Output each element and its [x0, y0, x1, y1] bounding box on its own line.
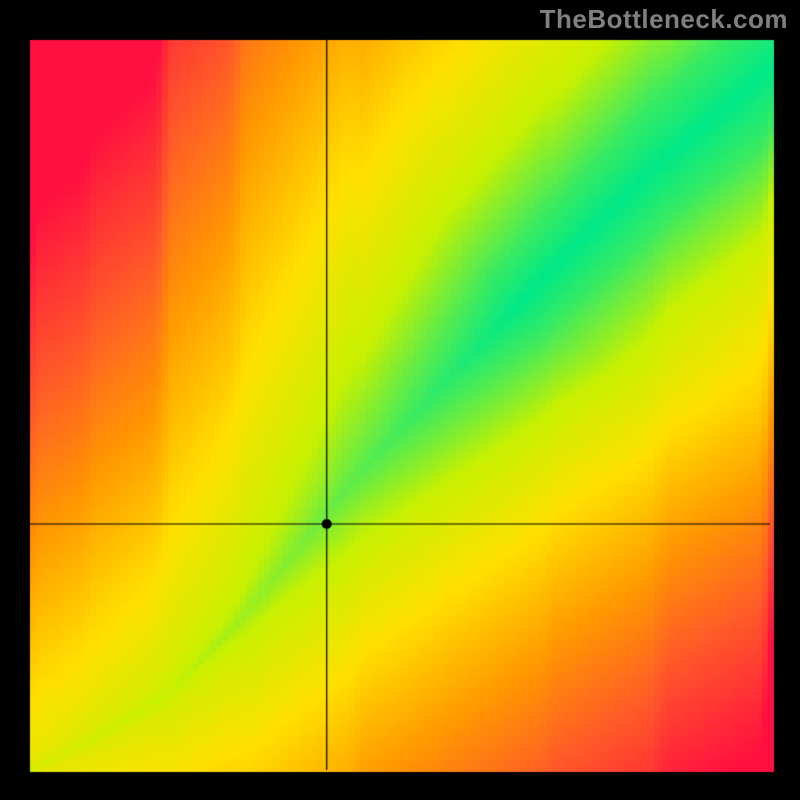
- chart-container: { "meta": { "watermark_text": "TheBottle…: [0, 0, 800, 800]
- watermark-text: TheBottleneck.com: [540, 4, 788, 35]
- bottleneck-heatmap: [0, 0, 800, 800]
